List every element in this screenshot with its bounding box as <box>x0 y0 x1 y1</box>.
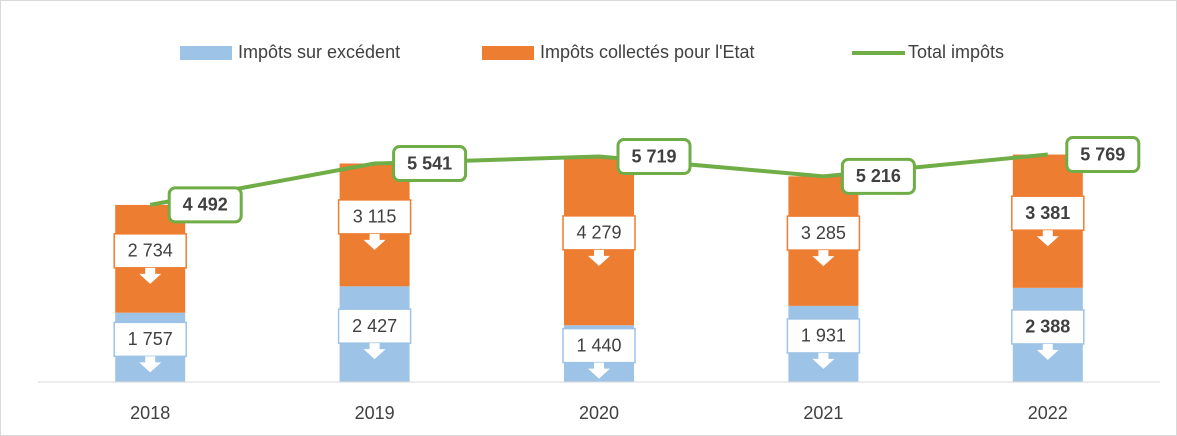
data-label: 2 388 <box>1025 317 1070 337</box>
data-label: 5 216 <box>856 166 901 186</box>
x-tick-label: 2022 <box>1028 403 1068 423</box>
x-tick-label: 2021 <box>803 403 843 423</box>
data-label-arrow <box>1036 230 1059 247</box>
data-label-arrow <box>1036 343 1059 360</box>
data-label-box <box>840 157 916 195</box>
x-tick-label: 2020 <box>579 403 619 423</box>
data-label-box <box>616 138 692 176</box>
data-label: 1 757 <box>128 329 173 349</box>
data-label-arrow <box>812 352 835 369</box>
data-label-box <box>1011 309 1085 345</box>
data-label-arrow <box>139 356 162 373</box>
data-label: 3 381 <box>1025 203 1070 223</box>
legend-swatch <box>482 46 534 60</box>
legend-label: Impôts collectés pour l'Etat <box>540 42 755 62</box>
data-label-box <box>167 186 243 224</box>
data-label-box <box>786 215 861 251</box>
data-label: 5 719 <box>631 146 676 166</box>
data-label-box <box>113 233 187 269</box>
data-label: 5 769 <box>1080 144 1125 164</box>
data-label-box <box>337 199 412 235</box>
data-label-box <box>113 321 187 358</box>
data-label-box <box>392 145 468 183</box>
data-label: 3 115 <box>353 207 397 227</box>
x-tick-label: 2019 <box>355 403 395 423</box>
data-label: 2 734 <box>128 241 173 261</box>
data-label: 3 285 <box>801 223 846 243</box>
data-label: 2 427 <box>352 316 397 336</box>
data-label-arrow <box>139 267 162 284</box>
data-label-arrow <box>812 250 835 267</box>
legend-swatch <box>180 46 232 60</box>
data-label-box <box>786 318 861 354</box>
data-label: 1 931 <box>801 326 846 346</box>
data-label-arrow <box>363 343 386 360</box>
data-label: 4 279 <box>576 223 621 243</box>
legend-label: Total impôts <box>908 42 1004 62</box>
data-label-box <box>1065 136 1141 174</box>
data-label-arrow <box>363 233 386 250</box>
data-label-arrow <box>588 249 610 266</box>
data-label-arrow <box>588 362 610 379</box>
data-label: 5 541 <box>407 153 452 173</box>
data-label-box <box>337 308 412 344</box>
x-tick-label: 2018 <box>130 403 170 423</box>
data-label: 4 492 <box>183 195 228 215</box>
legend-label: Impôts sur excédent <box>238 42 400 62</box>
data-label: 1 440 <box>576 335 621 355</box>
